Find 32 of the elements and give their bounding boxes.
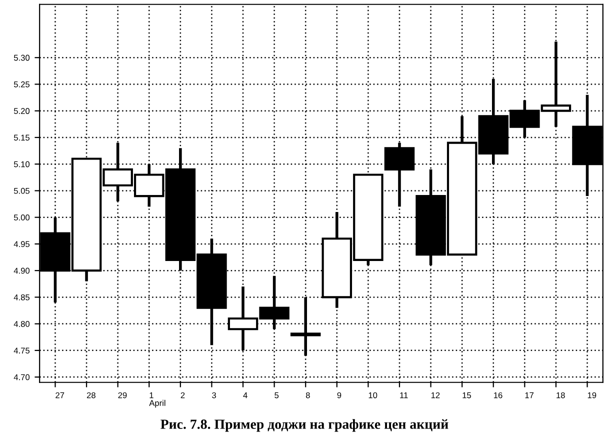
x-tick-label: 1 April xyxy=(149,392,166,408)
x-tick-label: 16 xyxy=(494,392,502,398)
x-tick-label: 18 xyxy=(556,392,565,398)
x-tick-label: 28 xyxy=(86,392,96,398)
y-tick-label: 4.95 xyxy=(14,241,30,248)
y-tick-label: 5.00 xyxy=(14,214,30,220)
y-tick-label: 5.10 xyxy=(14,161,30,168)
y-tick-label: 4.70 xyxy=(14,374,30,380)
y-tick-label: 4.75 xyxy=(14,348,30,354)
x-tick-label: 29 xyxy=(118,392,127,398)
x-tick-label: 3 xyxy=(212,392,216,398)
x-tick-label: 17 xyxy=(525,392,534,398)
x-tick-label: 2 xyxy=(180,392,185,398)
x-tick-label: 8 xyxy=(306,392,310,398)
y-tick-label: 5.15 xyxy=(14,134,30,141)
y-tick-label: 5.20 xyxy=(14,108,30,114)
y-tick-label: 4.85 xyxy=(14,294,30,300)
x-tick-label: 10 xyxy=(368,392,378,398)
x-tick-label: 12 xyxy=(431,392,440,398)
y-tick-label: 5.30 xyxy=(14,54,30,61)
y-tick-label: 5.25 xyxy=(14,81,30,88)
x-tick-label: 4 xyxy=(243,392,248,398)
x-tick-label: 5 xyxy=(274,392,279,398)
x-tick-label: 11 xyxy=(400,392,408,398)
x-tick-label: 19 xyxy=(588,392,596,398)
y-tick-label: 4.90 xyxy=(14,268,30,274)
x-tick-label: 15 xyxy=(462,392,471,398)
y-tick-label: 4.80 xyxy=(14,321,30,327)
text: Рис. 7.8. Пример доджи на графике цен акций xyxy=(160,419,448,432)
x-tick-label: 27 xyxy=(56,392,64,398)
y-tick-label: 5.05 xyxy=(14,188,30,194)
x-tick-label: 9 xyxy=(337,392,342,398)
